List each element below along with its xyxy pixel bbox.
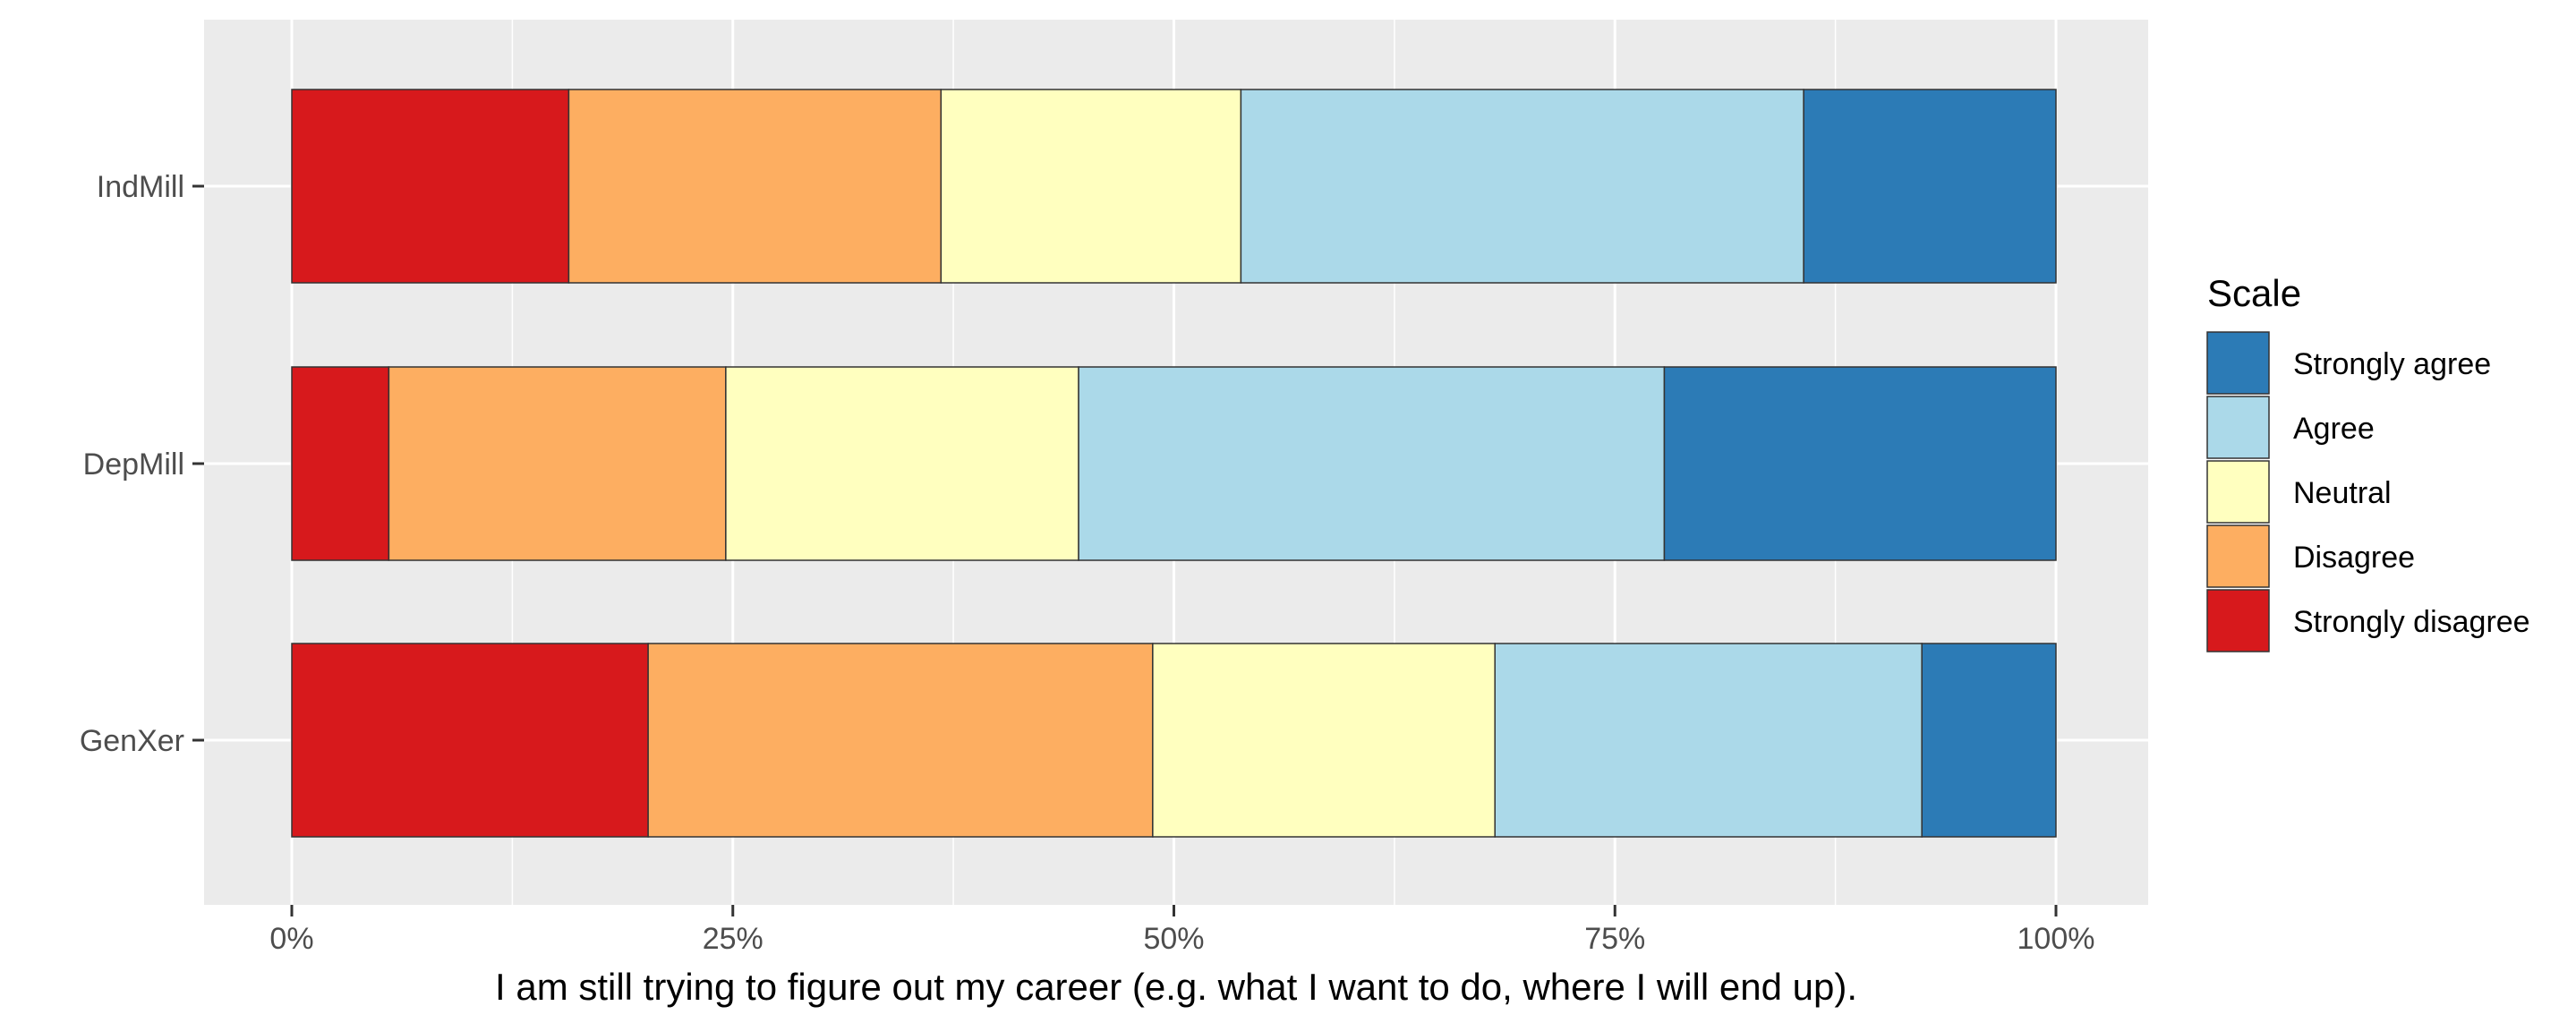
legend-label: Disagree: [2293, 541, 2415, 575]
legend-label: Neutral: [2293, 476, 2392, 510]
x-tick-label: 50%: [1143, 922, 1204, 956]
bar-segment-depmill-strongly-disagree: [291, 366, 390, 561]
y-axis: GenXer DepMill IndMill: [80, 170, 204, 758]
x-tick-label: 0%: [269, 922, 313, 956]
legend-key: [2206, 524, 2270, 588]
bar-segment-indmill-neutral: [940, 89, 1242, 284]
bar-segment-genxer-agree: [1494, 643, 1923, 838]
bar-segment-indmill-strongly-agree: [1803, 89, 2057, 284]
legend-label: Agree: [2293, 412, 2375, 446]
bar-segment-depmill-neutral: [725, 366, 1079, 561]
legend-key: [2206, 396, 2270, 459]
bar-segment-depmill-strongly-agree: [1663, 366, 2057, 561]
y-tick-label: IndMill: [97, 170, 184, 204]
bar-segment-indmill-disagree: [567, 89, 943, 284]
x-axis: 0% 25% 50% 75% 100%: [269, 905, 2094, 956]
x-axis-title: I am still trying to figure out my caree…: [495, 966, 1857, 1008]
legend-key: [2206, 460, 2270, 524]
legend-label: Strongly disagree: [2293, 605, 2530, 639]
y-tick-label: GenXer: [80, 724, 184, 758]
legend-key: [2206, 331, 2270, 395]
bar-segment-genxer-disagree: [647, 643, 1154, 838]
bar-segment-indmill-agree: [1240, 89, 1804, 284]
legend-label: Strongly agree: [2293, 347, 2491, 381]
bar-segment-genxer-neutral: [1152, 643, 1496, 838]
legend-title: Scale: [2207, 272, 2301, 314]
x-tick-label: 25%: [703, 922, 763, 956]
bar-segment-genxer-strongly-agree: [1921, 643, 2057, 838]
bar-segment-depmill-agree: [1078, 366, 1666, 561]
legend-key: [2206, 589, 2270, 652]
x-tick-label: 75%: [1584, 922, 1645, 956]
bars: [291, 89, 2057, 838]
x-tick-label: 100%: [2017, 922, 2095, 956]
bar-segment-depmill-disagree: [388, 366, 727, 561]
legend: Scale Strongly agree Agree Neutral Disagree…: [2206, 272, 2530, 652]
bar-segment-genxer-strongly-disagree: [291, 643, 649, 838]
bar-segment-indmill-strongly-disagree: [291, 89, 570, 284]
y-tick-label: DepMill: [83, 448, 184, 482]
